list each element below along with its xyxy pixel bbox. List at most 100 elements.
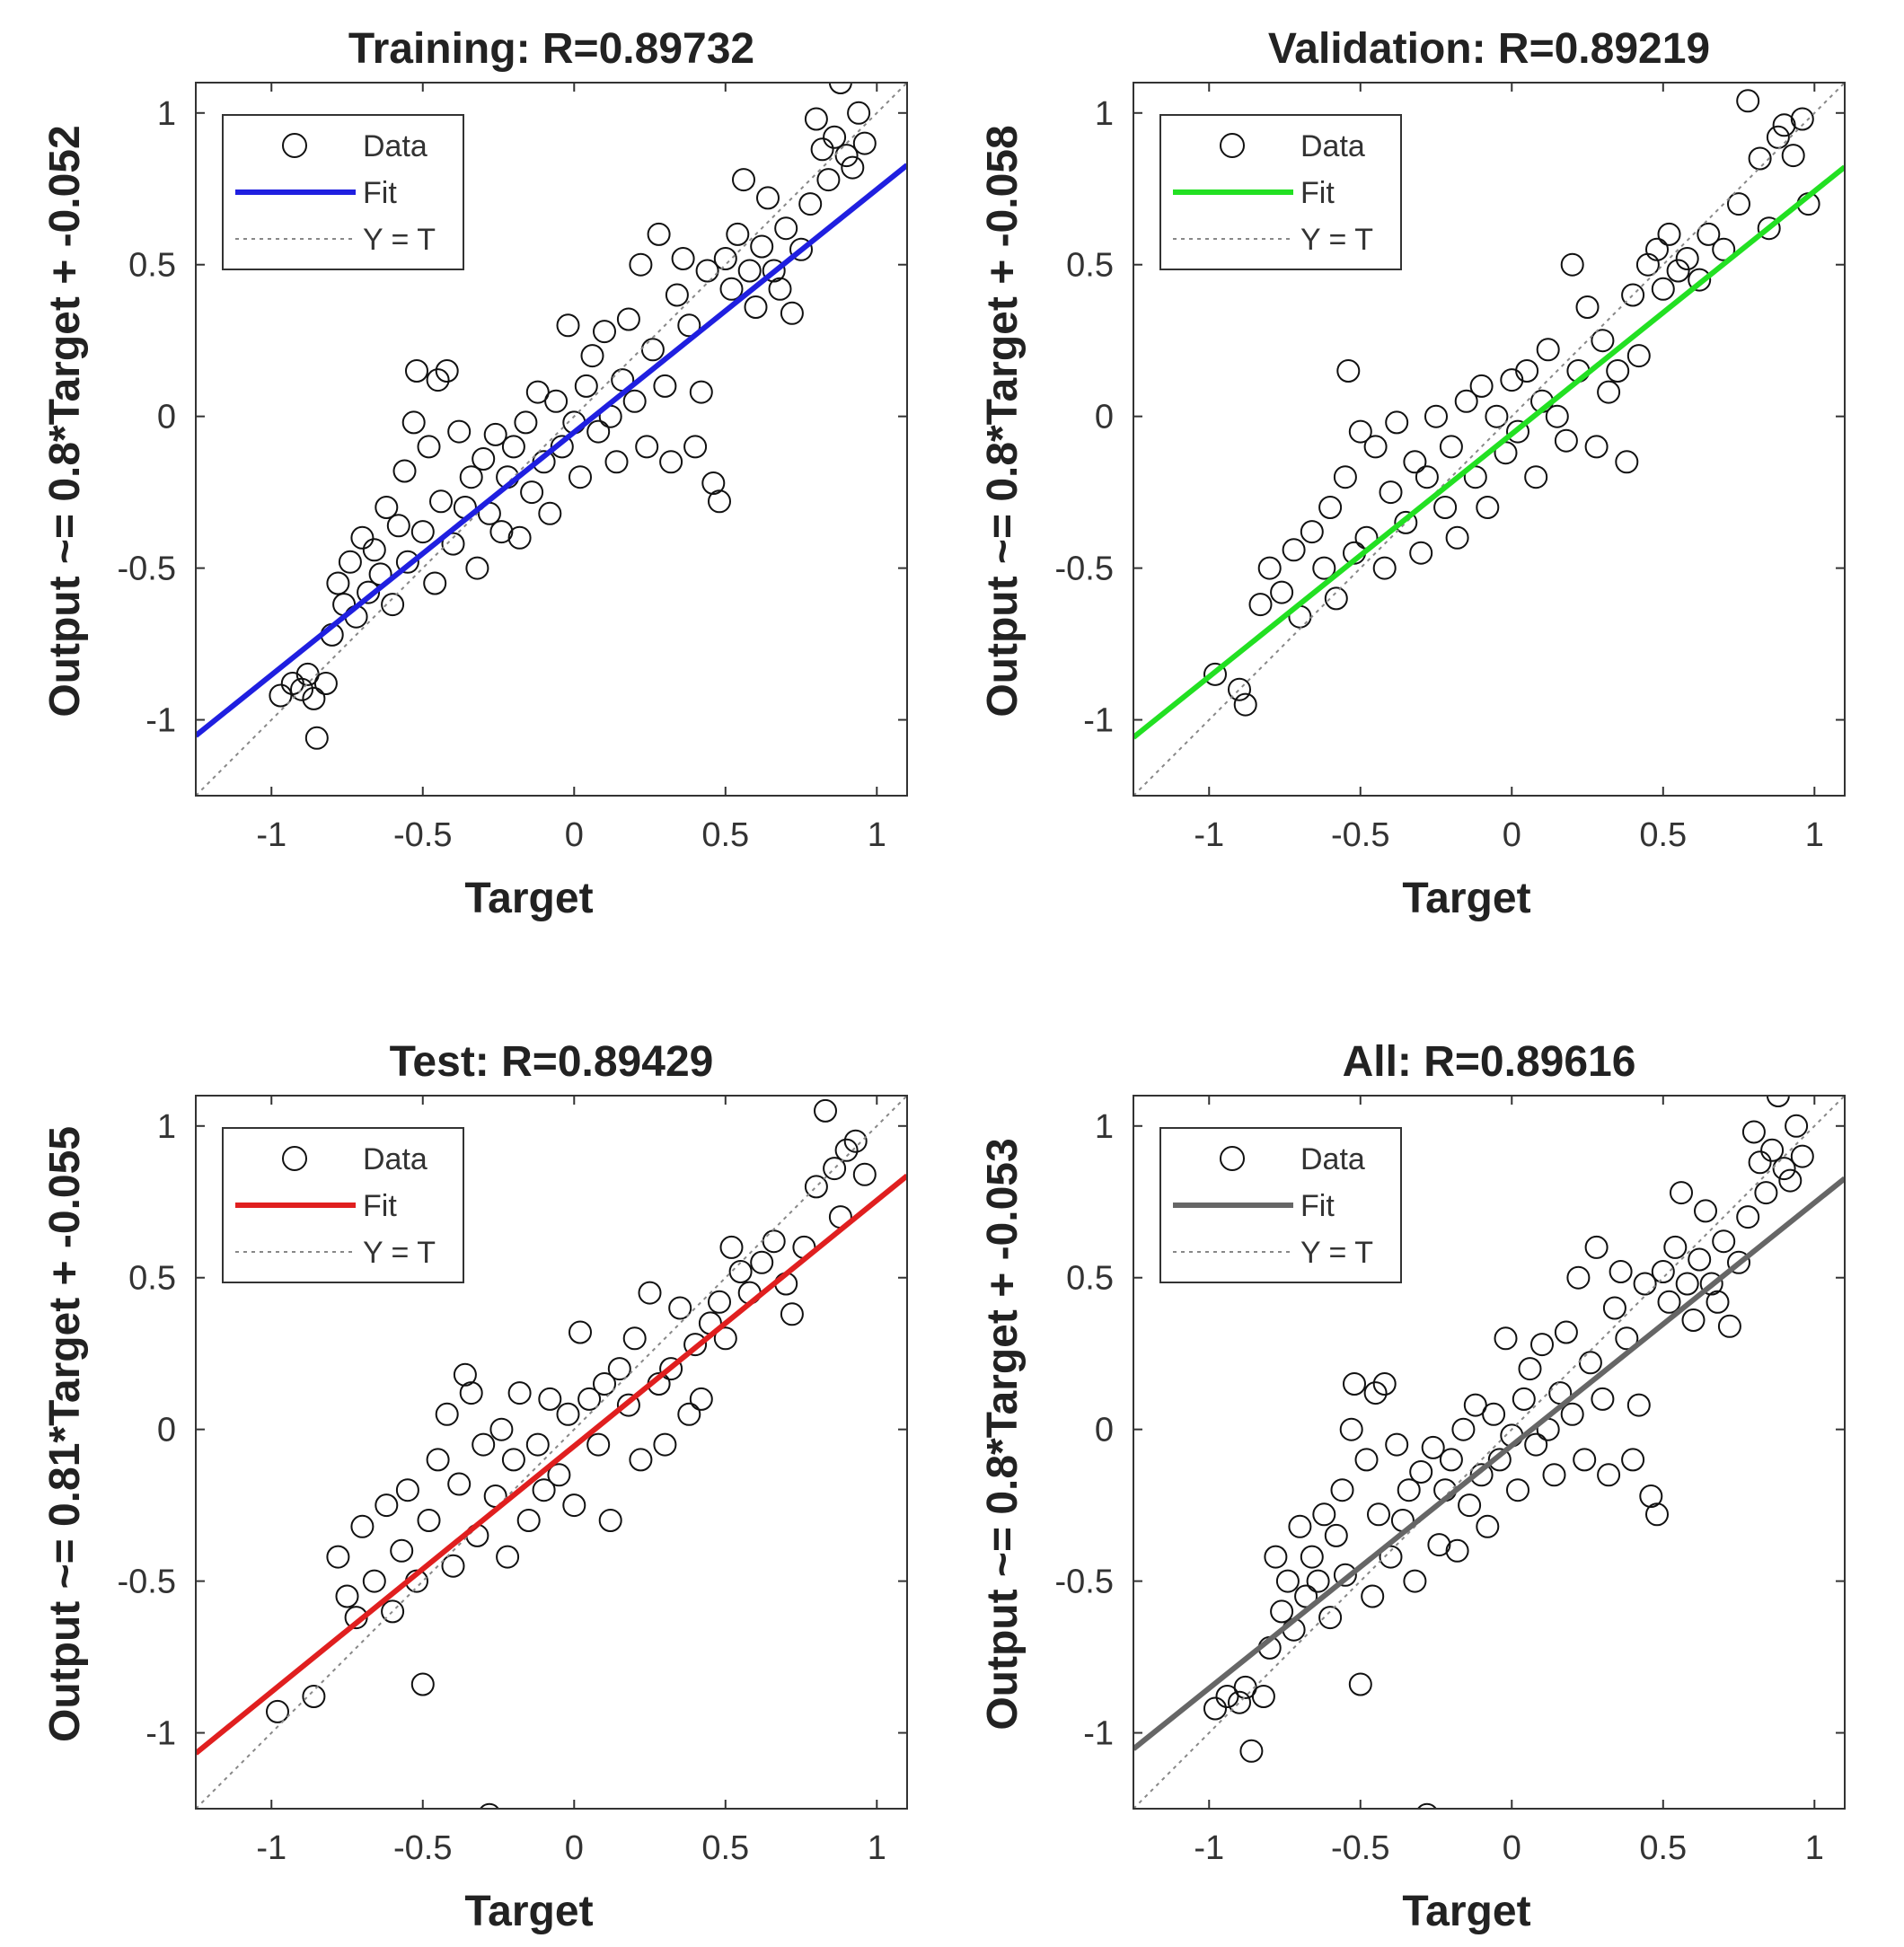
data-point xyxy=(1591,329,1615,353)
data-point xyxy=(1494,1326,1518,1351)
data-point xyxy=(447,419,472,444)
identity-line xyxy=(1133,1096,1845,1809)
training-plot: Training: R=0.89732 Target Output ~= 0.8… xyxy=(41,25,908,922)
y-axis-label: Output ~= 0.8*Target + -0.058 xyxy=(979,125,1027,717)
data-point xyxy=(362,538,386,562)
data-point xyxy=(538,501,562,525)
identity-line xyxy=(196,83,907,796)
data-point xyxy=(453,1362,477,1387)
data-point xyxy=(1790,107,1814,131)
data-point xyxy=(1694,1199,1717,1223)
data-point xyxy=(1748,1150,1772,1175)
data-point xyxy=(525,1432,550,1457)
data-point xyxy=(1506,419,1529,444)
x-tick-label: 0.5 xyxy=(1639,816,1687,854)
data-point xyxy=(507,1381,532,1405)
data-point xyxy=(834,1138,859,1162)
y-axis-label: Output ~= 0.8*Target + -0.052 xyxy=(41,125,89,717)
legend-data-label: Data xyxy=(363,129,428,163)
data-point xyxy=(1621,1448,1645,1472)
data-point xyxy=(392,459,417,483)
data-point xyxy=(1566,1265,1591,1290)
data-point xyxy=(1469,374,1494,398)
y-tick-label: -0.5 xyxy=(1055,551,1114,588)
y-tick-label: 1 xyxy=(1095,1108,1114,1146)
data-point xyxy=(1469,1463,1494,1487)
data-point xyxy=(417,435,441,459)
data-point xyxy=(1754,1181,1778,1205)
data-point xyxy=(350,525,375,550)
data-point xyxy=(1476,1514,1500,1538)
data-point xyxy=(762,1229,786,1254)
data-point xyxy=(547,1463,571,1487)
data-point xyxy=(604,450,629,474)
data-point xyxy=(1394,510,1418,534)
y-tick-label: 0.5 xyxy=(128,1260,176,1298)
data-point xyxy=(598,1509,622,1532)
data-point xyxy=(683,435,708,459)
x-tick-label: 1 xyxy=(868,1829,886,1867)
data-point xyxy=(804,107,828,131)
data-point xyxy=(852,1162,877,1186)
data-point xyxy=(1712,1229,1736,1254)
data-point xyxy=(290,677,313,701)
data-point xyxy=(1239,1739,1264,1763)
y-tick-label: 0 xyxy=(157,1412,176,1449)
identity-line xyxy=(1133,83,1845,796)
data-point xyxy=(1727,1250,1750,1274)
data-point xyxy=(479,1802,499,1809)
data-point xyxy=(1306,1569,1330,1593)
data-point xyxy=(647,222,671,246)
plot-title: Test: R=0.89429 xyxy=(390,1038,714,1086)
data-point xyxy=(1626,344,1651,368)
data-point xyxy=(1736,89,1760,113)
y-tick-label: 0 xyxy=(1095,1412,1114,1449)
data-point xyxy=(1415,465,1439,489)
data-point xyxy=(501,1448,525,1472)
data-point xyxy=(423,571,447,595)
data-point xyxy=(1506,1478,1529,1502)
data-point xyxy=(1485,404,1509,428)
x-tick-label: -1 xyxy=(1194,1829,1224,1867)
data-point xyxy=(269,683,293,708)
data-point xyxy=(489,520,514,544)
x-tick-label: -1 xyxy=(1194,816,1224,854)
data-point xyxy=(1657,222,1681,246)
data-point xyxy=(1343,1372,1366,1396)
data-point xyxy=(1354,1448,1379,1472)
data-point xyxy=(556,313,580,338)
data-point xyxy=(728,1260,753,1283)
axes-frame xyxy=(195,82,908,797)
data-point xyxy=(1403,450,1427,474)
y-tick-label: 0 xyxy=(1095,399,1114,436)
data-point xyxy=(1675,247,1699,270)
data-point xyxy=(828,83,852,94)
y-tick-label: 0.5 xyxy=(128,247,176,285)
data-point xyxy=(668,1296,692,1320)
data-point xyxy=(1482,1402,1506,1426)
data-point xyxy=(435,359,459,383)
data-point xyxy=(1621,283,1645,307)
data-point xyxy=(1717,1314,1741,1338)
data-point xyxy=(689,1387,713,1411)
data-point xyxy=(569,1320,592,1344)
data-point xyxy=(814,1098,837,1123)
data-point xyxy=(659,450,683,474)
data-point xyxy=(653,1432,677,1457)
data-point xyxy=(562,1493,586,1518)
data-point xyxy=(1645,1502,1669,1527)
data-point xyxy=(1651,1260,1675,1283)
data-point xyxy=(1575,295,1600,319)
data-point xyxy=(538,1387,562,1411)
data-point xyxy=(1772,1157,1796,1181)
data-point xyxy=(689,380,713,404)
data-point xyxy=(593,320,616,344)
data-point xyxy=(1445,1538,1469,1563)
data-point xyxy=(1233,1675,1257,1699)
data-point xyxy=(295,662,320,686)
data-point xyxy=(629,1448,653,1472)
data-point xyxy=(616,1393,640,1417)
legend-data-marker xyxy=(282,133,307,158)
data-point xyxy=(525,380,550,404)
